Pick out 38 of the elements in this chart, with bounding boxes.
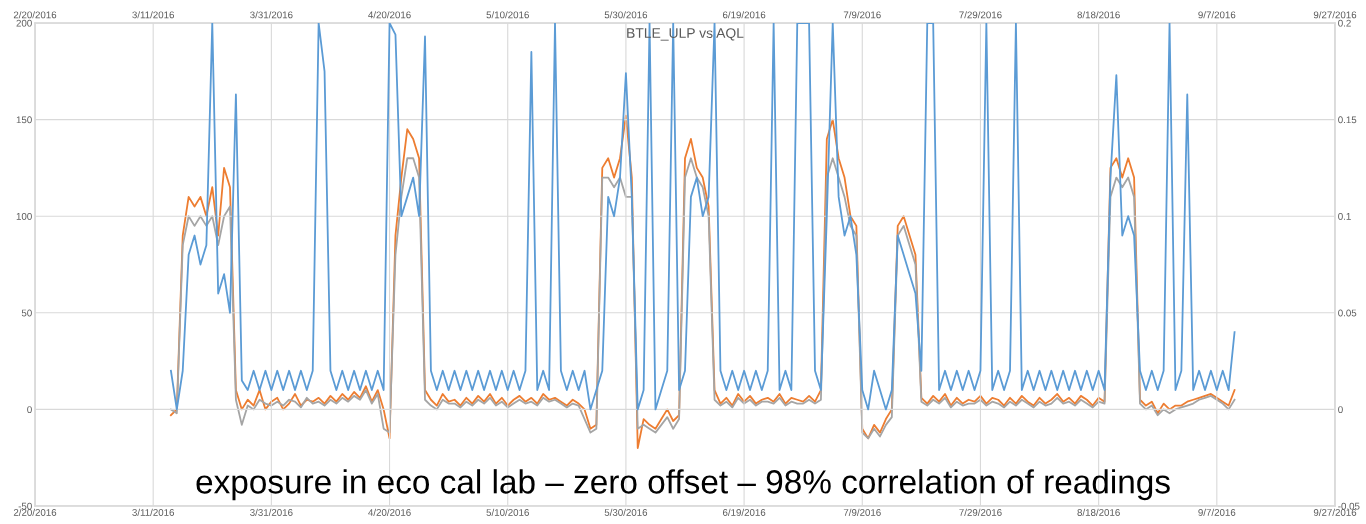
x2-tick-label: 5/10/2016 bbox=[486, 11, 529, 19]
x-tick-label: 2/20/2016 bbox=[13, 508, 57, 516]
x-tick-label: 5/30/2016 bbox=[604, 508, 648, 516]
x2-tick-label: 3/31/2016 bbox=[250, 11, 293, 19]
x-tick-label: 5/10/2016 bbox=[486, 508, 529, 516]
y2-tick-label: 0.15 bbox=[1338, 116, 1357, 124]
x-tick-label: 3/11/2016 bbox=[132, 508, 175, 516]
x2-tick-label: 8/18/2016 bbox=[1077, 11, 1120, 19]
y2-tick-label: 0.1 bbox=[1338, 212, 1351, 220]
y-tick-label: 50 bbox=[21, 309, 32, 317]
x-tick-label: 7/29/2016 bbox=[959, 508, 1002, 516]
x2-tick-label: 5/30/2016 bbox=[604, 11, 648, 19]
x2-tick-label: 9/27/2016 bbox=[1313, 11, 1357, 19]
x-tick-label: 6/19/2016 bbox=[722, 508, 766, 516]
y2-tick-label: 0.05 bbox=[1338, 309, 1357, 317]
x2-tick-label: 4/20/2016 bbox=[368, 11, 411, 19]
y-tick-label: 150 bbox=[16, 116, 32, 124]
y2-tick-label: -0.05 bbox=[1338, 502, 1360, 510]
x2-tick-label: 2/20/2016 bbox=[13, 11, 57, 19]
x-tick-label: 8/18/2016 bbox=[1077, 508, 1120, 516]
x2-tick-label: 6/19/2016 bbox=[722, 11, 766, 19]
y-tick-label: 100 bbox=[16, 212, 32, 220]
x-tick-label: 3/31/2016 bbox=[250, 508, 293, 516]
y2-tick-label: 0 bbox=[1338, 406, 1343, 414]
x2-tick-label: 7/29/2016 bbox=[959, 11, 1002, 19]
x-tick-label: 4/20/2016 bbox=[368, 508, 411, 516]
y-tick-label: 0 bbox=[27, 406, 32, 414]
x-tick-label: 9/27/2016 bbox=[1313, 508, 1357, 516]
x2-tick-label: 7/9/2016 bbox=[843, 11, 881, 19]
line-series bbox=[170, 23, 1236, 411]
x-tick-label: 7/9/2016 bbox=[843, 508, 881, 516]
y-tick-label: 200 bbox=[16, 19, 32, 27]
x2-tick-label: 3/11/2016 bbox=[132, 11, 175, 19]
y-tick-label: -50 bbox=[18, 502, 32, 510]
x2-tick-label: 9/7/2016 bbox=[1198, 11, 1236, 19]
x-tick-label: 9/7/2016 bbox=[1198, 508, 1236, 516]
annotation: exposure in eco cal lab – zero offset – 98% correlation of readings bbox=[196, 469, 1170, 501]
y2-tick-label: 0.2 bbox=[1338, 19, 1351, 27]
